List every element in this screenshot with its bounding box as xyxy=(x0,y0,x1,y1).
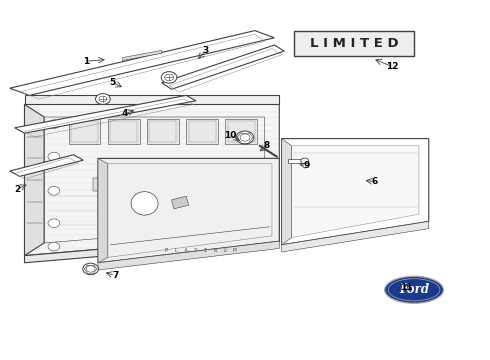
Polygon shape xyxy=(69,119,100,144)
Circle shape xyxy=(96,94,110,104)
Text: P  L  A  T  I  N  U  M: P L A T I N U M xyxy=(165,248,237,253)
Text: L I M I T E D: L I M I T E D xyxy=(310,37,398,50)
Circle shape xyxy=(236,131,254,144)
Ellipse shape xyxy=(385,276,443,303)
Polygon shape xyxy=(147,119,179,144)
Circle shape xyxy=(301,158,309,164)
Text: 12: 12 xyxy=(386,62,398,71)
Polygon shape xyxy=(186,119,218,144)
Polygon shape xyxy=(292,146,419,238)
Ellipse shape xyxy=(131,192,158,215)
Polygon shape xyxy=(122,50,162,60)
Text: 3: 3 xyxy=(203,46,209,55)
Text: 6: 6 xyxy=(372,177,378,186)
Text: 5: 5 xyxy=(110,78,116,87)
Circle shape xyxy=(48,152,60,161)
Polygon shape xyxy=(15,95,196,133)
Polygon shape xyxy=(98,158,108,263)
Bar xyxy=(93,178,120,191)
Polygon shape xyxy=(282,139,292,245)
Polygon shape xyxy=(108,119,140,144)
Ellipse shape xyxy=(202,167,229,193)
Polygon shape xyxy=(282,221,429,252)
Polygon shape xyxy=(10,31,274,95)
Text: 7: 7 xyxy=(112,271,119,280)
Polygon shape xyxy=(24,95,279,104)
Circle shape xyxy=(83,263,98,275)
Text: 4: 4 xyxy=(122,109,128,118)
Text: 2: 2 xyxy=(14,185,20,194)
Circle shape xyxy=(161,72,177,83)
Polygon shape xyxy=(225,119,257,144)
Polygon shape xyxy=(162,45,284,89)
Text: Ford: Ford xyxy=(399,283,429,296)
Polygon shape xyxy=(282,139,429,245)
Polygon shape xyxy=(98,158,279,263)
Text: 1: 1 xyxy=(83,57,89,66)
Polygon shape xyxy=(24,104,279,256)
Text: 11: 11 xyxy=(400,284,413,292)
Text: 9: 9 xyxy=(303,161,310,170)
Circle shape xyxy=(48,120,60,129)
Polygon shape xyxy=(172,196,189,209)
Polygon shape xyxy=(288,159,304,163)
Circle shape xyxy=(48,242,60,251)
Ellipse shape xyxy=(127,160,172,200)
Polygon shape xyxy=(10,31,255,92)
Bar xyxy=(176,178,198,191)
Circle shape xyxy=(48,219,60,228)
Circle shape xyxy=(48,186,60,195)
Text: 10: 10 xyxy=(224,131,237,140)
Polygon shape xyxy=(24,104,44,256)
Text: 8: 8 xyxy=(264,141,270,150)
Polygon shape xyxy=(24,234,279,263)
Polygon shape xyxy=(10,155,83,176)
Bar xyxy=(294,31,414,56)
Polygon shape xyxy=(98,241,279,270)
